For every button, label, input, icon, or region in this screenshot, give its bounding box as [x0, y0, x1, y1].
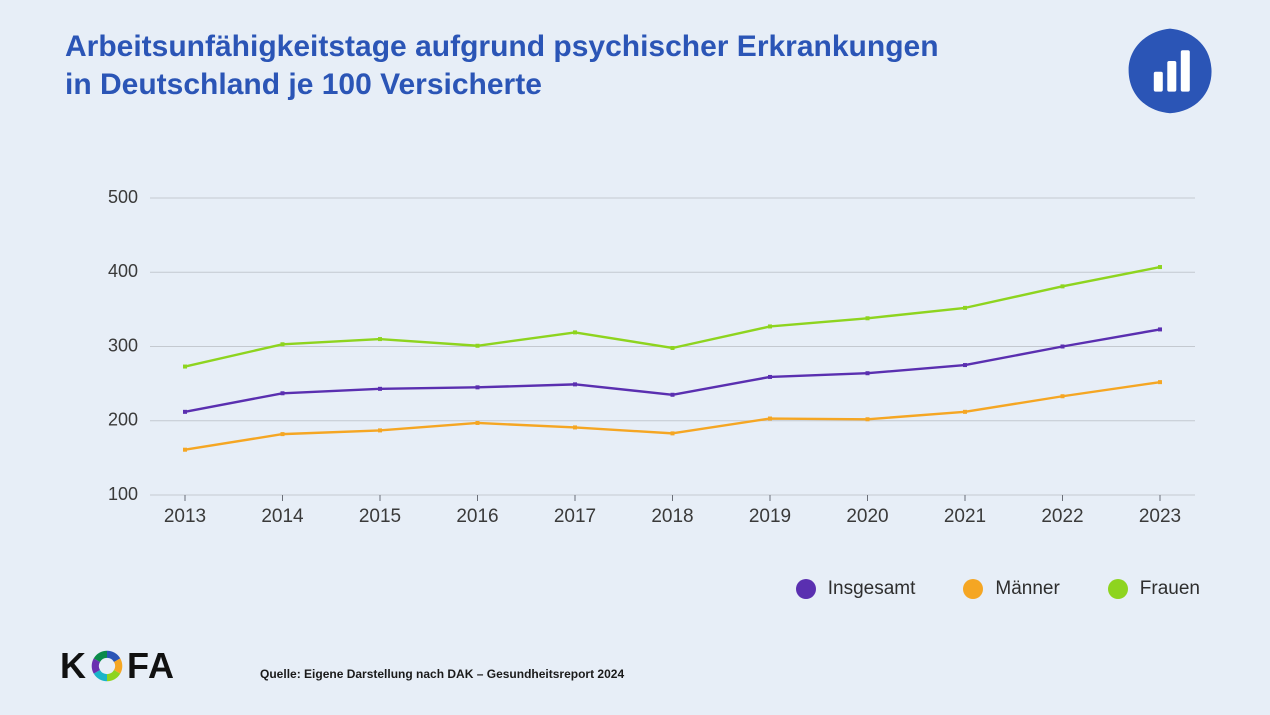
series-marker-maenner: [1061, 394, 1065, 398]
legend-dot: [963, 579, 983, 599]
series-marker-frauen: [1061, 284, 1065, 288]
x-tick-label: 2015: [359, 506, 401, 527]
kofa-logo: K FA: [60, 645, 175, 687]
line-chart: 100 200 300 400 500 2013 2014 2015 2016 2017 2018 2…: [95, 190, 1205, 530]
series-marker-frauen: [1158, 265, 1162, 269]
kofa-letters-fa: FA: [127, 645, 175, 687]
legend-dot: [1108, 579, 1128, 599]
kofa-ring-icon: [89, 648, 125, 684]
x-tick-label: 2021: [944, 506, 986, 527]
series-marker-insgesamt: [378, 387, 382, 391]
series-marker-maenner: [963, 410, 967, 414]
legend-label: Insgesamt: [828, 578, 916, 600]
x-tick-label: 2013: [164, 506, 206, 527]
series-marker-maenner: [671, 431, 675, 435]
x-tick-label: 2018: [651, 506, 693, 527]
legend-label: Männer: [995, 578, 1059, 600]
series-marker-maenner: [1158, 380, 1162, 384]
legend-dot: [796, 579, 816, 599]
y-tick-label: 500: [108, 187, 138, 207]
series-line-maenner: [185, 382, 1160, 450]
series-marker-frauen: [671, 346, 675, 350]
series-marker-maenner: [378, 428, 382, 432]
x-tick-label: 2019: [749, 506, 791, 527]
series-marker-maenner: [866, 417, 870, 421]
x-tick-label: 2014: [261, 506, 304, 527]
x-tick-label: 2016: [456, 506, 498, 527]
x-tick-label: 2020: [846, 506, 888, 527]
chart-title: Arbeitsunfähigkeitstage aufgrund psychis…: [65, 28, 939, 103]
source-text: Quelle: Eigene Darstellung nach DAK – Ge…: [260, 667, 624, 681]
series-marker-insgesamt: [768, 375, 772, 379]
legend-item: Frauen: [1108, 578, 1200, 600]
y-tick-label: 300: [108, 335, 138, 355]
series-marker-maenner: [281, 432, 285, 436]
series-marker-insgesamt: [281, 391, 285, 395]
chart-svg: 100 200 300 400 500 2013 2014 2015 2016 2017 2018 2…: [95, 190, 1205, 530]
series-marker-frauen: [476, 344, 480, 348]
series-line-frauen: [185, 267, 1160, 366]
y-tick-label: 100: [108, 484, 138, 504]
x-tick-label: 2022: [1041, 506, 1083, 527]
y-tick-label: 200: [108, 410, 138, 430]
legend-label: Frauen: [1140, 578, 1200, 600]
series-marker-insgesamt: [183, 410, 187, 414]
bar-chart-icon: [1125, 25, 1215, 115]
series-marker-insgesamt: [866, 371, 870, 375]
series-marker-insgesamt: [476, 385, 480, 389]
series-marker-frauen: [573, 330, 577, 334]
kofa-letter-k: K: [60, 645, 87, 687]
series-marker-frauen: [183, 365, 187, 369]
series-marker-insgesamt: [1061, 345, 1065, 349]
legend-item: Männer: [963, 578, 1059, 600]
series-marker-frauen: [378, 337, 382, 341]
series-marker-maenner: [183, 448, 187, 452]
series-marker-frauen: [963, 306, 967, 310]
series-marker-frauen: [866, 316, 870, 320]
legend: Insgesamt Männer Frauen: [0, 578, 1200, 600]
series-marker-insgesamt: [671, 393, 675, 397]
x-tick-label: 2017: [554, 506, 596, 527]
brand-badge: [1125, 25, 1215, 115]
series-marker-frauen: [281, 342, 285, 346]
series-marker-insgesamt: [573, 382, 577, 386]
series-marker-maenner: [573, 425, 577, 429]
y-tick-label: 400: [108, 261, 138, 281]
series-marker-frauen: [768, 324, 772, 328]
series-marker-maenner: [768, 417, 772, 421]
legend-item: Insgesamt: [796, 578, 916, 600]
series-marker-insgesamt: [963, 363, 967, 367]
series-marker-maenner: [476, 421, 480, 425]
series-marker-insgesamt: [1158, 327, 1162, 331]
x-tick-label: 2023: [1139, 506, 1181, 527]
footer: K FA Quelle: Eigene Darstellung nach DAK…: [60, 645, 624, 687]
